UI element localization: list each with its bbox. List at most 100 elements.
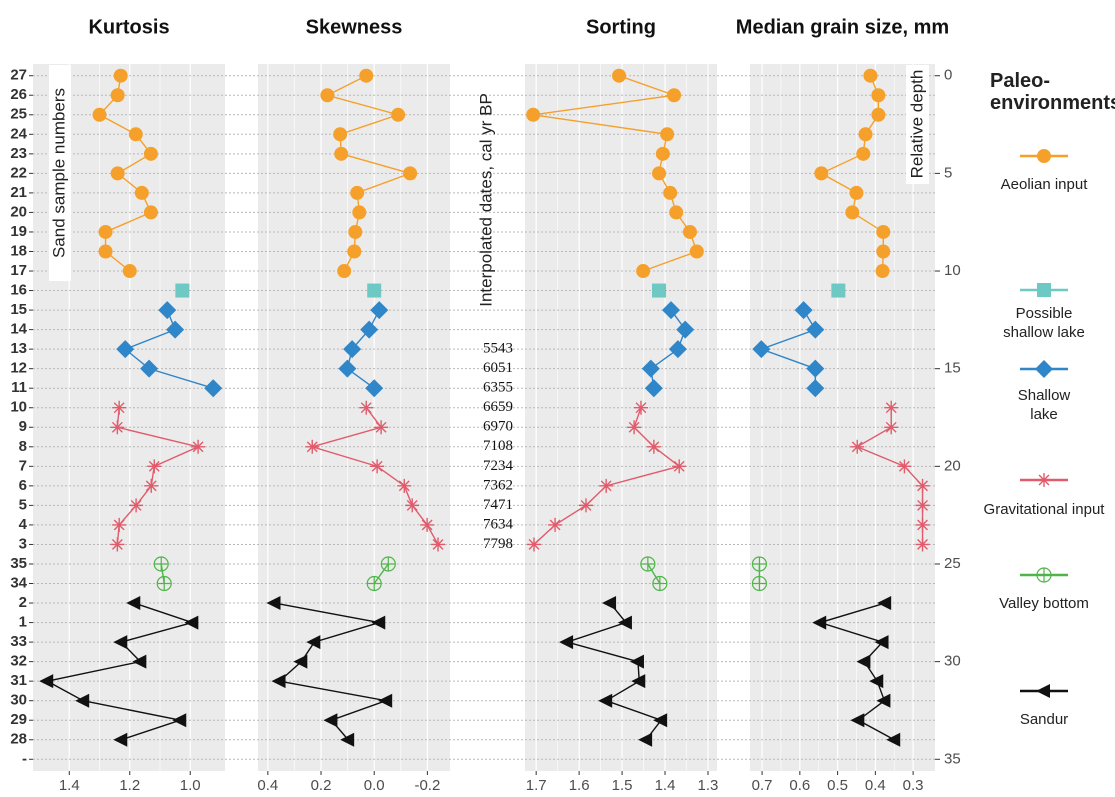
data-point [338, 359, 357, 378]
x-tick-label: 0.3 [903, 777, 924, 794]
data-point [110, 420, 125, 435]
data-point [871, 88, 886, 103]
data-point [599, 478, 614, 493]
data-point [126, 596, 141, 611]
legend-label: Sandur [1019, 711, 1069, 728]
data-point [875, 264, 890, 279]
date-label: 6051 [483, 360, 513, 376]
data-point [359, 400, 374, 415]
data-point [350, 185, 365, 200]
date-label: 6659 [483, 399, 513, 415]
panel-background [525, 64, 717, 771]
data-point [897, 459, 912, 474]
data-point [166, 320, 185, 339]
data-point [391, 107, 406, 122]
data-point [98, 224, 113, 239]
data-point [333, 127, 348, 142]
y-tick-label: 9 [19, 418, 27, 435]
y-tick-label: 35 [10, 555, 27, 572]
label-box [906, 65, 929, 184]
data-point [548, 517, 563, 532]
data-point [915, 537, 930, 552]
data-point [320, 88, 335, 103]
data-point [915, 498, 930, 513]
y-tick-label: 12 [10, 360, 27, 377]
y2-tick-label: 20 [944, 457, 961, 474]
date-label: 7634 [483, 516, 514, 532]
dates-axis-title: Interpolated dates, cal yr BP [476, 93, 495, 307]
x-tick-label: 0.4 [257, 777, 278, 794]
data-point [668, 340, 687, 359]
data-point [652, 166, 667, 181]
data-point [365, 379, 384, 398]
data-point [869, 674, 884, 689]
data-point [343, 340, 362, 359]
data-point [184, 615, 199, 630]
data-point [134, 185, 149, 200]
data-point [112, 400, 127, 415]
data-point [378, 693, 393, 708]
y-tick-label: 28 [10, 731, 27, 748]
y-tick-label: 33 [10, 633, 27, 650]
data-point [143, 146, 158, 161]
data-point [871, 107, 886, 122]
data-point [598, 693, 613, 708]
data-point [366, 575, 382, 592]
data-point [347, 244, 362, 259]
data-point [128, 127, 143, 142]
x-tick-label: 1.7 [526, 777, 547, 794]
y-tick-label: 29 [10, 711, 27, 728]
y2-tick-label: 25 [944, 555, 961, 572]
data-point [652, 575, 668, 592]
x-tick-label: 0.5 [827, 777, 848, 794]
y-tick-label: 34 [10, 574, 27, 591]
data-point [751, 556, 768, 572]
date-label: 7234 [483, 458, 514, 474]
data-point [689, 244, 704, 259]
data-point [380, 556, 396, 572]
y-tick-label: 19 [10, 223, 27, 240]
y-tick-label: 23 [10, 145, 27, 162]
data-point [667, 88, 682, 103]
data-point [348, 224, 363, 239]
data-point [863, 68, 878, 83]
y-tick-label: 26 [10, 86, 27, 103]
data-point [915, 478, 930, 493]
grid-layer [33, 64, 935, 771]
y-tick-label: 27 [10, 67, 27, 84]
data-point [92, 107, 107, 122]
x-tick-label: 1.5 [612, 777, 633, 794]
series-line [45, 602, 195, 741]
y-tick-label: 8 [19, 438, 27, 455]
date-label: 6355 [483, 380, 513, 396]
y-tick-label: 7 [19, 457, 27, 474]
x-tick-label: 0.7 [752, 777, 773, 794]
x-tick-label: 1.3 [698, 777, 719, 794]
data-point [682, 224, 697, 239]
legend-label: Possible shallow lake [1003, 305, 1085, 341]
data-point [877, 596, 892, 611]
data-point [370, 301, 389, 320]
data-point [371, 615, 386, 630]
data-point [633, 400, 648, 415]
y-tick-label: - [22, 750, 27, 767]
data-point [655, 146, 670, 161]
data-point [752, 340, 771, 359]
label-layer: Kurtosis 1.4 1.2 1.0 Skewness 0.4 0.2 0.0 -0.2 So… [10, 16, 1068, 794]
data-point [812, 615, 827, 630]
data-point [638, 732, 653, 747]
data-point [644, 379, 663, 398]
data-point [370, 459, 385, 474]
x-tick-label: 1.4 [59, 777, 80, 794]
y-tick-label: 25 [10, 106, 27, 123]
y-tick-label: 6 [19, 477, 27, 494]
data-point [140, 359, 159, 378]
x-tick-label: 0.4 [865, 777, 886, 794]
data-point [153, 556, 169, 572]
data-point [113, 732, 128, 747]
date-label: 7798 [483, 536, 513, 552]
legend-label: Valley bottom [999, 595, 1089, 612]
series-line [274, 602, 389, 741]
x-tick-label: 1.2 [119, 777, 140, 794]
